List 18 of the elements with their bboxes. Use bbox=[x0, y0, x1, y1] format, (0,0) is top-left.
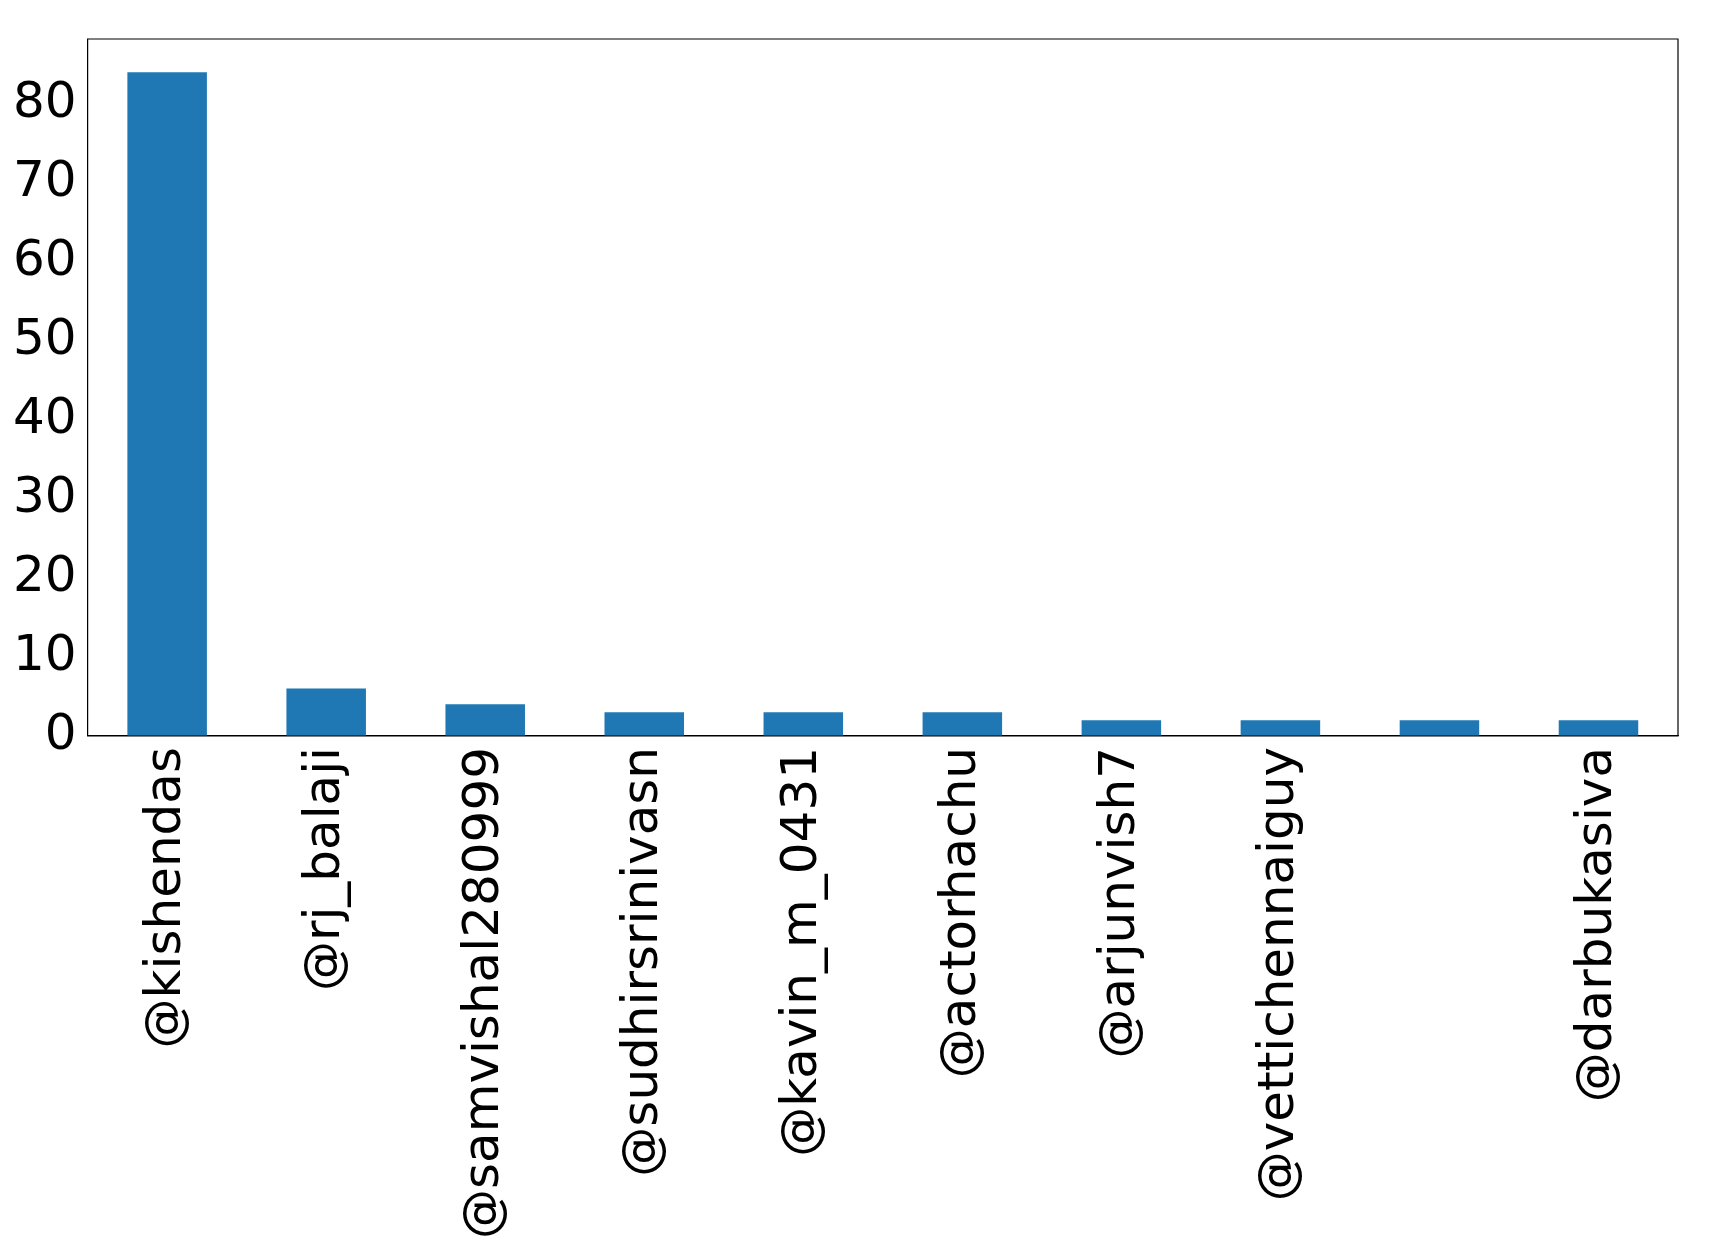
x-tick-label: @kishendas bbox=[134, 746, 193, 1049]
x-tick-label: @vettichennaiguy bbox=[1247, 746, 1306, 1202]
x-tick-label: @sudhirsrinivasn bbox=[611, 746, 670, 1177]
x-tick-label: @samvishal280999 bbox=[452, 746, 511, 1240]
y-tick-label: 0 bbox=[44, 702, 77, 761]
x-tick-label: @kavin_m_0431 bbox=[770, 746, 829, 1157]
y-tick-label: 40 bbox=[13, 386, 77, 445]
y-tick-label: 60 bbox=[13, 228, 77, 287]
y-tick-label: 20 bbox=[13, 544, 77, 603]
x-tick-label: @darbukasiva bbox=[1565, 746, 1624, 1103]
x-tick-label: @arjunvish7 bbox=[1088, 746, 1147, 1059]
y-tick-label: 80 bbox=[13, 70, 77, 129]
x-tick-label: @rj_balaji bbox=[293, 746, 352, 992]
y-tick-label: 30 bbox=[13, 465, 77, 524]
y-tick-label: 50 bbox=[13, 307, 77, 366]
y-tick-label: 70 bbox=[13, 149, 77, 208]
x-tick-label: @actorhachu bbox=[929, 746, 988, 1079]
y-tick-label: 10 bbox=[13, 623, 77, 682]
